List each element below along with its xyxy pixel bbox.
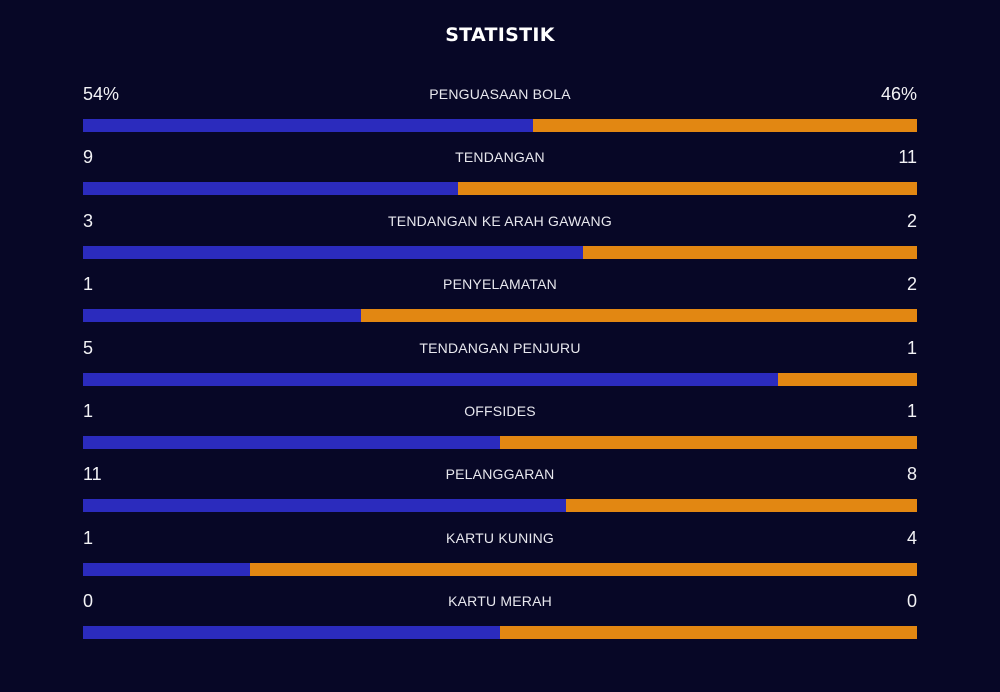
comparison-bar: [83, 309, 917, 323]
away-bar-segment: [565, 499, 917, 513]
away-value: 2: [906, 210, 917, 231]
stat-header: 5 TENDANGAN PENJURU 1: [83, 334, 917, 362]
away-bar-segment: [533, 119, 917, 132]
comparison-bar: [83, 119, 917, 132]
comparison-bar: [83, 182, 917, 196]
away-value: 8: [906, 464, 917, 485]
comparison-bar: [83, 499, 917, 513]
home-value: 1: [83, 400, 94, 421]
stat-row: 3 TENDANGAN KE ARAH GAWANG 2: [83, 207, 917, 270]
home-value: 1: [83, 527, 94, 548]
home-value: 9: [83, 147, 94, 168]
stat-row: 11 PELANGGARAN 8: [83, 460, 917, 523]
home-value: 11: [83, 464, 102, 485]
home-bar-segment: [83, 245, 584, 259]
home-bar-segment: [83, 435, 500, 449]
home-bar-segment: [83, 182, 459, 196]
comparison-bar: [83, 562, 917, 576]
stat-label: PENYELAMATAN: [443, 276, 557, 293]
home-value: 3: [83, 210, 94, 231]
stat-header: 1 OFFSIDES 1: [83, 397, 917, 425]
away-value: 4: [906, 527, 917, 548]
stat-label: PENGUASAAN BOLA: [429, 86, 571, 102]
home-bar-segment: [83, 499, 566, 513]
home-bar-segment: [83, 119, 534, 132]
comparison-bar: [83, 245, 917, 259]
away-bar-segment: [500, 435, 917, 449]
away-bar-segment: [360, 309, 917, 323]
stat-header: 9 TENDANGAN 11: [83, 143, 917, 171]
stat-label: TENDANGAN PENJURU: [419, 339, 581, 356]
home-bar-segment: [83, 372, 778, 386]
home-value: 54%: [83, 84, 120, 104]
stat-header: 3 TENDANGAN KE ARAH GAWANG 2: [83, 207, 917, 235]
away-value: 1: [906, 400, 917, 421]
away-bar-segment: [583, 245, 917, 259]
comparison-bar: [83, 626, 917, 640]
home-value: 0: [83, 591, 94, 612]
home-value: 1: [83, 274, 94, 295]
stat-header: 1 PENYELAMATAN 2: [83, 270, 917, 298]
stat-header: 0 KARTU MERAH 0: [83, 587, 917, 615]
stat-label: TENDANGAN: [455, 149, 545, 166]
stat-label: KARTU KUNING: [446, 529, 554, 546]
stat-header: 54% PENGUASAAN BOLA 46%: [83, 80, 917, 108]
stats-list: 54% PENGUASAAN BOLA 46% 9 TENDANGAN 11 3 TENDAN…: [83, 80, 917, 651]
stat-row: 1 PENYELAMATAN 2: [83, 270, 917, 333]
comparison-bar: [83, 372, 917, 386]
stat-row: 1 OFFSIDES 1: [83, 397, 917, 460]
stat-label: PELANGGARAN: [445, 466, 555, 483]
away-bar-segment: [500, 626, 917, 640]
away-value: 46%: [880, 84, 917, 104]
away-bar-segment: [458, 182, 917, 196]
stat-row: 0 KARTU MERAH 0: [83, 587, 917, 650]
away-value: 0: [906, 591, 917, 612]
home-value: 5: [83, 337, 94, 358]
stat-row: 1 KARTU KUNING 4: [83, 524, 917, 587]
home-bar-segment: [83, 562, 250, 576]
home-bar-segment: [83, 626, 500, 640]
away-bar-segment: [778, 372, 917, 386]
home-bar-segment: [83, 309, 361, 323]
stat-row: 54% PENGUASAAN BOLA 46%: [83, 80, 917, 143]
stat-label: OFFSIDES: [464, 402, 536, 419]
comparison-bar: [83, 435, 917, 449]
away-value: 11: [898, 147, 917, 168]
stat-label: TENDANGAN KE ARAH GAWANG: [388, 212, 612, 229]
away-value: 2: [906, 274, 917, 295]
stat-label: KARTU MERAH: [448, 593, 552, 610]
stat-row: 9 TENDANGAN 11: [83, 143, 917, 206]
stat-header: 1 KARTU KUNING 4: [83, 524, 917, 552]
away-bar-segment: [249, 562, 917, 576]
away-value: 1: [906, 337, 917, 358]
stats-title: STATISTIK: [445, 24, 555, 46]
stat-header: 11 PELANGGARAN 8: [83, 460, 917, 488]
stat-row: 5 TENDANGAN PENJURU 1: [83, 334, 917, 397]
